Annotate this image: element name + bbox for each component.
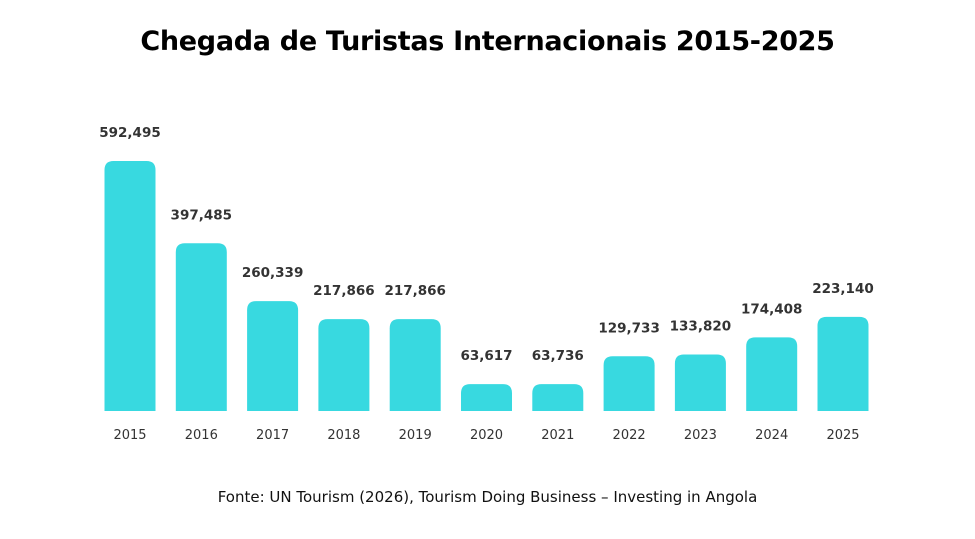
bar-2020 — [461, 384, 512, 411]
bar-2017 — [247, 301, 299, 411]
x-tick-2021: 2021 — [541, 428, 574, 443]
bar-2025 — [817, 316, 869, 411]
value-label-2022: 129,733 — [598, 320, 660, 336]
bar-2022 — [603, 356, 655, 411]
value-label-2025: 223,140 — [812, 281, 874, 297]
bar-2023 — [674, 354, 726, 411]
bar-2021 — [532, 384, 584, 411]
value-label-2018: 217,866 — [313, 283, 375, 299]
bar-2015 — [104, 161, 156, 411]
x-tick-2018: 2018 — [327, 428, 360, 443]
value-labels-group: 592,495 397,485 260,339 217,866 217,866 63,61… — [99, 125, 874, 364]
x-tick-2019: 2019 — [399, 428, 432, 443]
bar-2018 — [318, 319, 370, 411]
x-tick-2016: 2016 — [185, 428, 218, 443]
bar-2024 — [746, 337, 798, 411]
bar-2016 — [175, 243, 227, 411]
x-tick-labels-group: 2015 2016 2017 2018 2019 2020 2021 2022 2023 2024… — [113, 428, 859, 443]
x-tick-2023: 2023 — [684, 428, 717, 443]
value-label-2019: 217,866 — [384, 283, 446, 299]
value-label-2021: 63,736 — [532, 348, 584, 364]
x-tick-2022: 2022 — [613, 428, 646, 443]
value-label-2020: 63,617 — [460, 348, 512, 364]
x-tick-2017: 2017 — [256, 428, 289, 443]
x-tick-2020: 2020 — [470, 428, 503, 443]
source-note: Fonte: UN Tourism (2026), Tourism Doing … — [217, 488, 758, 506]
value-label-2023: 133,820 — [670, 319, 732, 335]
bars-group — [104, 161, 869, 411]
value-label-2017: 260,339 — [242, 265, 304, 281]
value-label-2024: 174,408 — [741, 301, 803, 317]
value-label-2015: 592,495 — [99, 125, 161, 141]
value-label-2016: 397,485 — [171, 207, 233, 223]
bar-2019 — [389, 319, 441, 411]
x-tick-2025: 2025 — [826, 428, 859, 443]
x-tick-2015: 2015 — [113, 428, 146, 443]
x-tick-2024: 2024 — [755, 428, 788, 443]
chart-title: Chegada de Turistas Internacionais 2015-… — [140, 26, 835, 57]
